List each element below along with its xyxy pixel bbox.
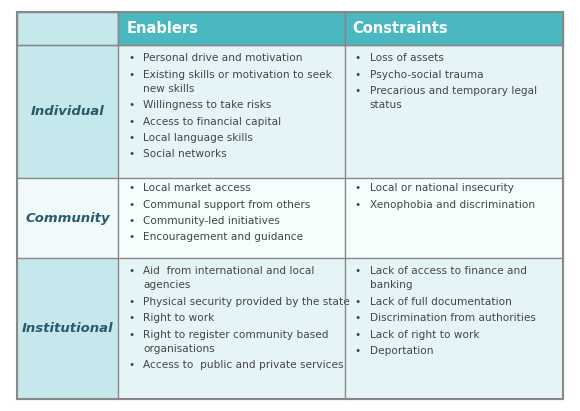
Bar: [118, 178, 345, 258]
Text: •: •: [354, 86, 361, 96]
Text: Social networks: Social networks: [143, 149, 227, 159]
Text: Willingness to take risks: Willingness to take risks: [143, 100, 271, 110]
Text: Right to register community based: Right to register community based: [143, 330, 329, 339]
Text: •: •: [128, 266, 135, 276]
Bar: [345, 178, 563, 258]
Text: Lack of access to finance and: Lack of access to finance and: [369, 266, 527, 276]
Text: •: •: [128, 313, 135, 323]
Bar: [17, 12, 118, 45]
Text: •: •: [354, 313, 361, 323]
Text: •: •: [128, 100, 135, 110]
Text: •: •: [354, 266, 361, 276]
Text: Right to work: Right to work: [143, 313, 215, 323]
Text: new skills: new skills: [143, 84, 195, 94]
Bar: [118, 258, 345, 399]
Text: •: •: [128, 117, 135, 127]
Text: Local market access: Local market access: [143, 183, 251, 193]
Bar: [118, 45, 345, 178]
Text: •: •: [128, 149, 135, 159]
Text: banking: banking: [369, 280, 412, 290]
Text: Access to financial capital: Access to financial capital: [143, 117, 281, 127]
Text: •: •: [128, 133, 135, 143]
Text: •: •: [128, 183, 135, 193]
Text: •: •: [128, 232, 135, 242]
Text: •: •: [128, 360, 135, 370]
Bar: [345, 12, 563, 45]
Text: Access to  public and private services: Access to public and private services: [143, 360, 344, 370]
Text: •: •: [354, 53, 361, 63]
Bar: [17, 45, 118, 178]
Text: Xenophobia and discrimination: Xenophobia and discrimination: [369, 200, 535, 210]
Text: •: •: [128, 330, 135, 339]
Text: •: •: [354, 200, 361, 210]
Text: Communal support from others: Communal support from others: [143, 200, 311, 210]
Text: Institutional: Institutional: [22, 322, 114, 335]
Text: •: •: [128, 69, 135, 80]
Text: •: •: [354, 297, 361, 307]
Text: Community-led initiatives: Community-led initiatives: [143, 216, 280, 226]
Text: •: •: [128, 200, 135, 210]
Text: Encouragement and guidance: Encouragement and guidance: [143, 232, 303, 242]
Text: Existing skills or motivation to seek: Existing skills or motivation to seek: [143, 69, 332, 80]
Text: Lack of right to work: Lack of right to work: [369, 330, 479, 339]
Text: Community: Community: [26, 212, 110, 224]
Bar: [17, 178, 118, 258]
Text: •: •: [128, 53, 135, 63]
Text: Personal drive and motivation: Personal drive and motivation: [143, 53, 303, 63]
Text: Individual: Individual: [31, 105, 105, 118]
Text: •: •: [354, 330, 361, 339]
Bar: [17, 258, 118, 399]
Text: Local language skills: Local language skills: [143, 133, 253, 143]
Text: organisations: organisations: [143, 344, 215, 354]
Text: Aid  from international and local: Aid from international and local: [143, 266, 315, 276]
Bar: [345, 258, 563, 399]
Text: Enablers: Enablers: [126, 21, 198, 36]
Text: •: •: [354, 346, 361, 356]
Text: •: •: [128, 216, 135, 226]
Text: Deportation: Deportation: [369, 346, 433, 356]
Text: status: status: [369, 100, 403, 110]
Text: •: •: [128, 297, 135, 307]
Text: Physical security provided by the state: Physical security provided by the state: [143, 297, 350, 307]
Text: Psycho-social trauma: Psycho-social trauma: [369, 69, 483, 80]
Bar: [345, 45, 563, 178]
Bar: [118, 12, 345, 45]
Text: Local or national insecurity: Local or national insecurity: [369, 183, 514, 193]
Text: Lack of full documentation: Lack of full documentation: [369, 297, 512, 307]
Text: Precarious and temporary legal: Precarious and temporary legal: [369, 86, 536, 96]
Text: Loss of assets: Loss of assets: [369, 53, 444, 63]
Text: Discrimination from authorities: Discrimination from authorities: [369, 313, 535, 323]
Text: •: •: [354, 183, 361, 193]
Text: agencies: agencies: [143, 280, 191, 290]
Text: •: •: [354, 69, 361, 80]
Text: Constraints: Constraints: [353, 21, 448, 36]
